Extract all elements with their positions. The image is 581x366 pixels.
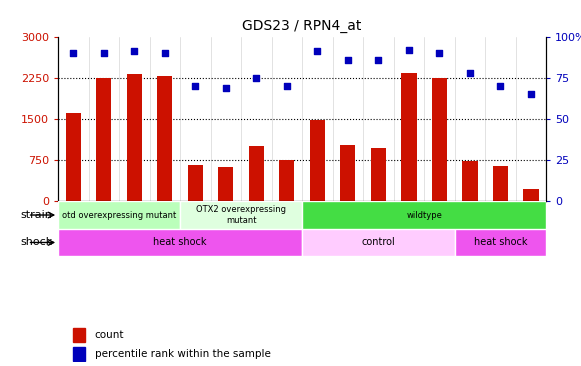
Bar [371,148,386,201]
Bar [180,201,302,229]
Bar [462,161,478,201]
Text: shock: shock [20,238,52,247]
Bar [279,160,295,201]
Point [99,50,109,56]
Bar [66,113,81,201]
Bar [340,145,356,201]
Text: wildtype: wildtype [406,210,442,220]
Bar [157,75,173,201]
Bar [127,75,142,201]
Text: heat shock: heat shock [153,238,207,247]
Point [374,57,383,63]
Point [313,48,322,54]
Text: heat shock: heat shock [474,238,527,247]
Bar [58,229,302,256]
Bar [454,229,546,256]
Text: strain: strain [20,210,52,220]
Point [130,48,139,54]
Bar [218,167,234,201]
Bar [302,201,546,229]
Point [69,50,78,56]
Text: count: count [95,330,124,340]
Point [435,50,444,56]
Bar [73,347,85,361]
Point [191,83,200,89]
Bar [249,146,264,201]
Bar [96,78,112,201]
Text: OTX2 overexpressing
mutant: OTX2 overexpressing mutant [196,205,286,225]
Point [343,57,353,63]
Bar [432,78,447,201]
Point [160,50,170,56]
Bar [493,165,508,201]
Point [465,70,475,76]
Bar [401,73,417,201]
Bar [310,120,325,201]
Title: GDS23 / RPN4_at: GDS23 / RPN4_at [242,19,362,33]
Point [526,91,536,97]
Text: percentile rank within the sample: percentile rank within the sample [95,348,271,359]
Bar [58,201,180,229]
Text: control: control [361,238,395,247]
Point [404,47,414,53]
Point [496,83,505,89]
Bar [188,165,203,201]
Point [282,83,292,89]
Bar [73,328,85,342]
Point [252,75,261,81]
Point [221,85,231,90]
Bar [302,229,454,256]
Text: otd overexpressing mutant: otd overexpressing mutant [62,210,176,220]
Bar [523,189,539,201]
